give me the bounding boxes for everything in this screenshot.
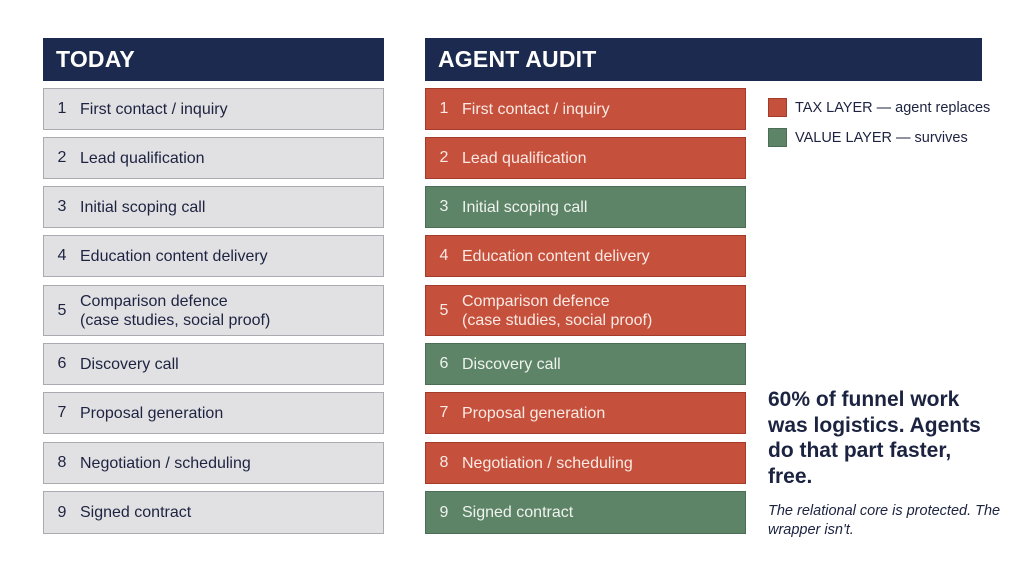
today-step-row: 2 Lead qualification [43,137,384,179]
step-number: 8 [57,454,67,471]
step-number: 9 [57,503,67,521]
today-step-row: 8 Negotiation / scheduling [43,442,384,484]
step-label: First contact / inquiry [462,100,610,118]
today-step-row: 9 Signed contract [43,491,384,534]
value-layer-swatch [768,128,787,147]
step-label: Education content delivery [462,247,650,265]
audit-step-row: 5 Comparison defence (case studies, socia… [425,285,746,336]
step-label: Education content delivery [80,247,268,265]
tagline: The relational core is protected. The wr… [768,503,1001,538]
step-label: Negotiation / scheduling [462,454,633,472]
legend-tax-layer: TAX LAYER — agent replaces [768,98,990,117]
audit-step-row: 2 Lead qualification [425,137,746,179]
legend-value-label: VALUE LAYER — survives [795,129,968,146]
step-label: Discovery call [462,355,561,373]
step-label: Discovery call [80,355,179,373]
step-number: 1 [439,100,449,117]
legend-value-layer: VALUE LAYER — survives [768,128,968,147]
step-number: 6 [439,355,449,372]
step-number: 9 [439,503,449,521]
today-step-row: 5 Comparison defence (case studies, socia… [43,285,384,336]
today-step-row: 4 Education content delivery [43,235,384,277]
today-column-header: TODAY [43,38,384,81]
step-label: First contact / inquiry [80,100,228,118]
today-step-row: 1 First contact / inquiry [43,88,384,130]
step-label: Lead qualification [80,149,205,167]
tax-layer-swatch [768,98,787,117]
today-step-row: 6 Discovery call [43,343,384,385]
step-label: Initial scoping call [462,198,588,216]
agent-audit-column-header: AGENT AUDIT [425,38,982,81]
audit-step-row: 4 Education content delivery [425,235,746,277]
step-number: 2 [57,149,67,166]
callout-statement: 60% of funnel work was logistics. Agents… [768,388,981,488]
legend-tax-label: TAX LAYER — agent replaces [795,99,991,116]
step-label: Negotiation / scheduling [80,454,251,472]
audit-step-row: 9 Signed contract [425,491,746,534]
today-step-row: 3 Initial scoping call [43,186,384,228]
step-number: 3 [57,198,67,215]
step-label: Signed contract [80,504,192,521]
step-number: 8 [439,454,449,471]
audit-step-row: 1 First contact / inquiry [425,88,746,130]
step-label: Initial scoping call [80,198,206,216]
step-number: 6 [57,355,67,372]
audit-step-row: 7 Proposal generation [425,392,746,434]
step-number: 4 [57,247,67,264]
step-label: Proposal generation [80,404,224,422]
step-number: 4 [439,247,449,264]
step-label: Comparison defence (case studies, social… [462,292,653,329]
audit-step-row: 6 Discovery call [425,343,746,385]
step-number: 1 [57,100,67,117]
step-number: 7 [439,404,449,421]
step-number: 5 [57,301,67,319]
today-step-row: 7 Proposal generation [43,392,384,434]
audit-step-row: 8 Negotiation / scheduling [425,442,746,484]
step-label: Lead qualification [462,149,587,167]
step-label: Signed contract [462,504,574,521]
step-number: 3 [439,198,449,215]
step-number: 2 [439,149,449,166]
step-number: 7 [57,404,67,421]
step-label: Comparison defence (case studies, social… [80,292,271,329]
step-label: Proposal generation [462,404,606,422]
audit-step-row: 3 Initial scoping call [425,186,746,228]
step-number: 5 [439,301,449,319]
